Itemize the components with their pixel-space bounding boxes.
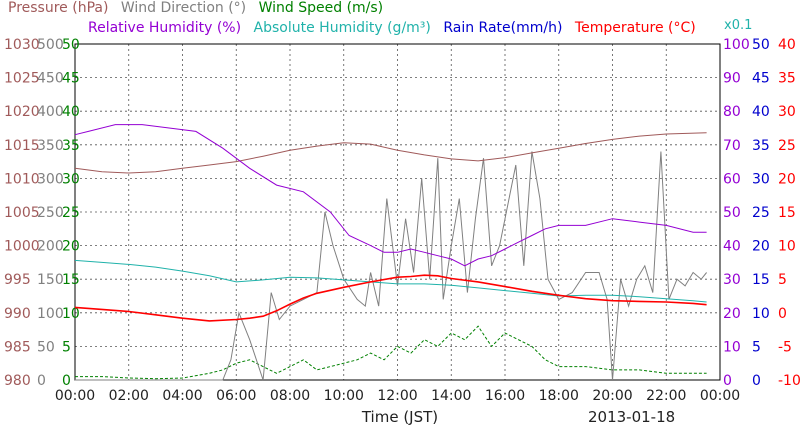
legend-row-1: Pressure (hPa) Wind Direction (°) Wind S… — [8, 0, 391, 16]
y-tick-label: 30 — [778, 104, 796, 120]
y-tick-label: 450 — [37, 71, 64, 87]
y-tick-label: 15 — [752, 272, 770, 288]
legend-row-2: Relative Humidity (%) Absolute Humidity … — [88, 20, 704, 36]
y-tick-label: 0 — [752, 373, 761, 389]
y-tick-label: 980 — [4, 373, 31, 389]
x-tick-label: 18:00 — [539, 388, 579, 404]
y-tick-label: 35 — [62, 138, 80, 154]
y-tick-label: 5 — [778, 272, 787, 288]
series-line — [74, 259, 707, 303]
series-line — [75, 325, 707, 380]
y-tick-label: 995 — [4, 272, 31, 288]
rain-scale-note: x0.1 — [724, 18, 753, 33]
y-tick-label: 60 — [723, 171, 741, 187]
legend-wind-speed: Wind Speed (m/s) — [258, 0, 384, 16]
series-line — [74, 124, 707, 267]
y-tick-label: 0 — [778, 306, 787, 322]
y-tick-label: 10 — [778, 239, 796, 255]
y-tick-label: 30 — [752, 171, 770, 187]
y-tick-label: 20 — [723, 306, 741, 322]
y-tick-label: 25 — [778, 138, 796, 154]
legend-absolute-humidity: Absolute Humidity (g/m³) — [253, 20, 431, 36]
x-tick-label: 08:00 — [270, 388, 310, 404]
legend-rain-rate: Rain Rate(mm/h) — [443, 20, 563, 36]
x-tick-label: 06:00 — [216, 388, 256, 404]
y-tick-label: 25 — [62, 205, 80, 221]
legend-relative-humidity: Relative Humidity (%) — [88, 20, 242, 36]
y-tick-label: 1000 — [4, 239, 40, 255]
y-tick-label: 20 — [778, 171, 796, 187]
x-tick-label: 00:00 — [55, 388, 95, 404]
y-tick-label: 150 — [37, 272, 64, 288]
legend-temperature: Temperature (°C) — [574, 20, 696, 36]
y-tick-label: 40 — [723, 239, 741, 255]
y-tick-label: 30 — [62, 171, 80, 187]
y-tick-label: 400 — [37, 104, 64, 120]
legend-pressure: Pressure (hPa) — [8, 0, 109, 16]
x-axis-label: Time (JST) — [361, 408, 439, 426]
y-tick-label: 90 — [723, 71, 741, 87]
y-tick-label: 0 — [62, 373, 71, 389]
y-tick-label: 50 — [752, 37, 770, 53]
y-tick-label: 100 — [723, 37, 750, 53]
y-tick-label: 0 — [723, 373, 732, 389]
y-tick-label: 25 — [752, 205, 770, 221]
y-tick-label: 20 — [752, 239, 770, 255]
y-tick-label: 200 — [37, 239, 64, 255]
y-tick-label: 10 — [62, 306, 80, 322]
y-tick-label: 10 — [752, 306, 770, 322]
x-tick-label: 02:00 — [109, 388, 149, 404]
y-tick-label: 1020 — [4, 104, 40, 120]
y-tick-label: 0 — [37, 373, 46, 389]
y-tick-label: 35 — [778, 71, 796, 87]
plot-frame — [74, 43, 721, 381]
y-tick-label: 70 — [723, 138, 741, 154]
y-tick-label: 50 — [62, 37, 80, 53]
chart-date: 2013-01-18 — [588, 408, 676, 426]
y-tick-label: 50 — [37, 339, 55, 355]
y-tick-label: 80 — [723, 104, 741, 120]
y-tick-label: 250 — [37, 205, 64, 221]
y-tick-label: 350 — [37, 138, 64, 154]
y-tick-label: 5 — [62, 339, 71, 355]
y-tick-label: -5 — [778, 339, 792, 355]
y-tick-label: 985 — [4, 339, 31, 355]
x-tick-label: 14:00 — [431, 388, 471, 404]
y-tick-label: 5 — [752, 339, 761, 355]
series-line — [75, 151, 707, 381]
legend-wind-direction: Wind Direction (°) — [120, 0, 247, 16]
y-tick-label: 1010 — [4, 171, 40, 187]
y-tick-label: 50 — [723, 205, 741, 221]
y-tick-label: 20 — [62, 239, 80, 255]
y-tick-label: 1015 — [4, 138, 40, 154]
y-tick-label: 15 — [778, 205, 796, 221]
y-tick-label: -10 — [778, 373, 800, 389]
y-tick-label: 10 — [723, 339, 741, 355]
y-tick-label: 990 — [4, 306, 31, 322]
x-tick-label: 12:00 — [377, 388, 417, 404]
series-line — [74, 274, 707, 322]
y-tick-label: 45 — [62, 71, 80, 87]
x-tick-label: 00:00 — [700, 388, 740, 404]
y-tick-label: 100 — [37, 306, 64, 322]
y-tick-label: 40 — [778, 37, 796, 53]
y-tick-label: 35 — [752, 138, 770, 154]
y-tick-label: 300 — [37, 171, 64, 187]
x-tick-label: 04:00 — [162, 388, 202, 404]
series-line — [74, 132, 707, 174]
y-tick-label: 45 — [752, 71, 770, 87]
x-tick-label: 20:00 — [592, 388, 632, 404]
x-tick-label: 22:00 — [646, 388, 686, 404]
y-tick-label: 1025 — [4, 71, 40, 87]
y-tick-label: 40 — [752, 104, 770, 120]
y-tick-label: 40 — [62, 104, 80, 120]
y-tick-label: 1030 — [4, 37, 40, 53]
y-tick-label: 15 — [62, 272, 80, 288]
y-tick-label: 30 — [723, 272, 741, 288]
x-tick-label: 10:00 — [324, 388, 364, 404]
y-tick-label: 500 — [37, 37, 64, 53]
x-tick-label: 16:00 — [485, 388, 525, 404]
y-tick-label: 1005 — [4, 205, 40, 221]
